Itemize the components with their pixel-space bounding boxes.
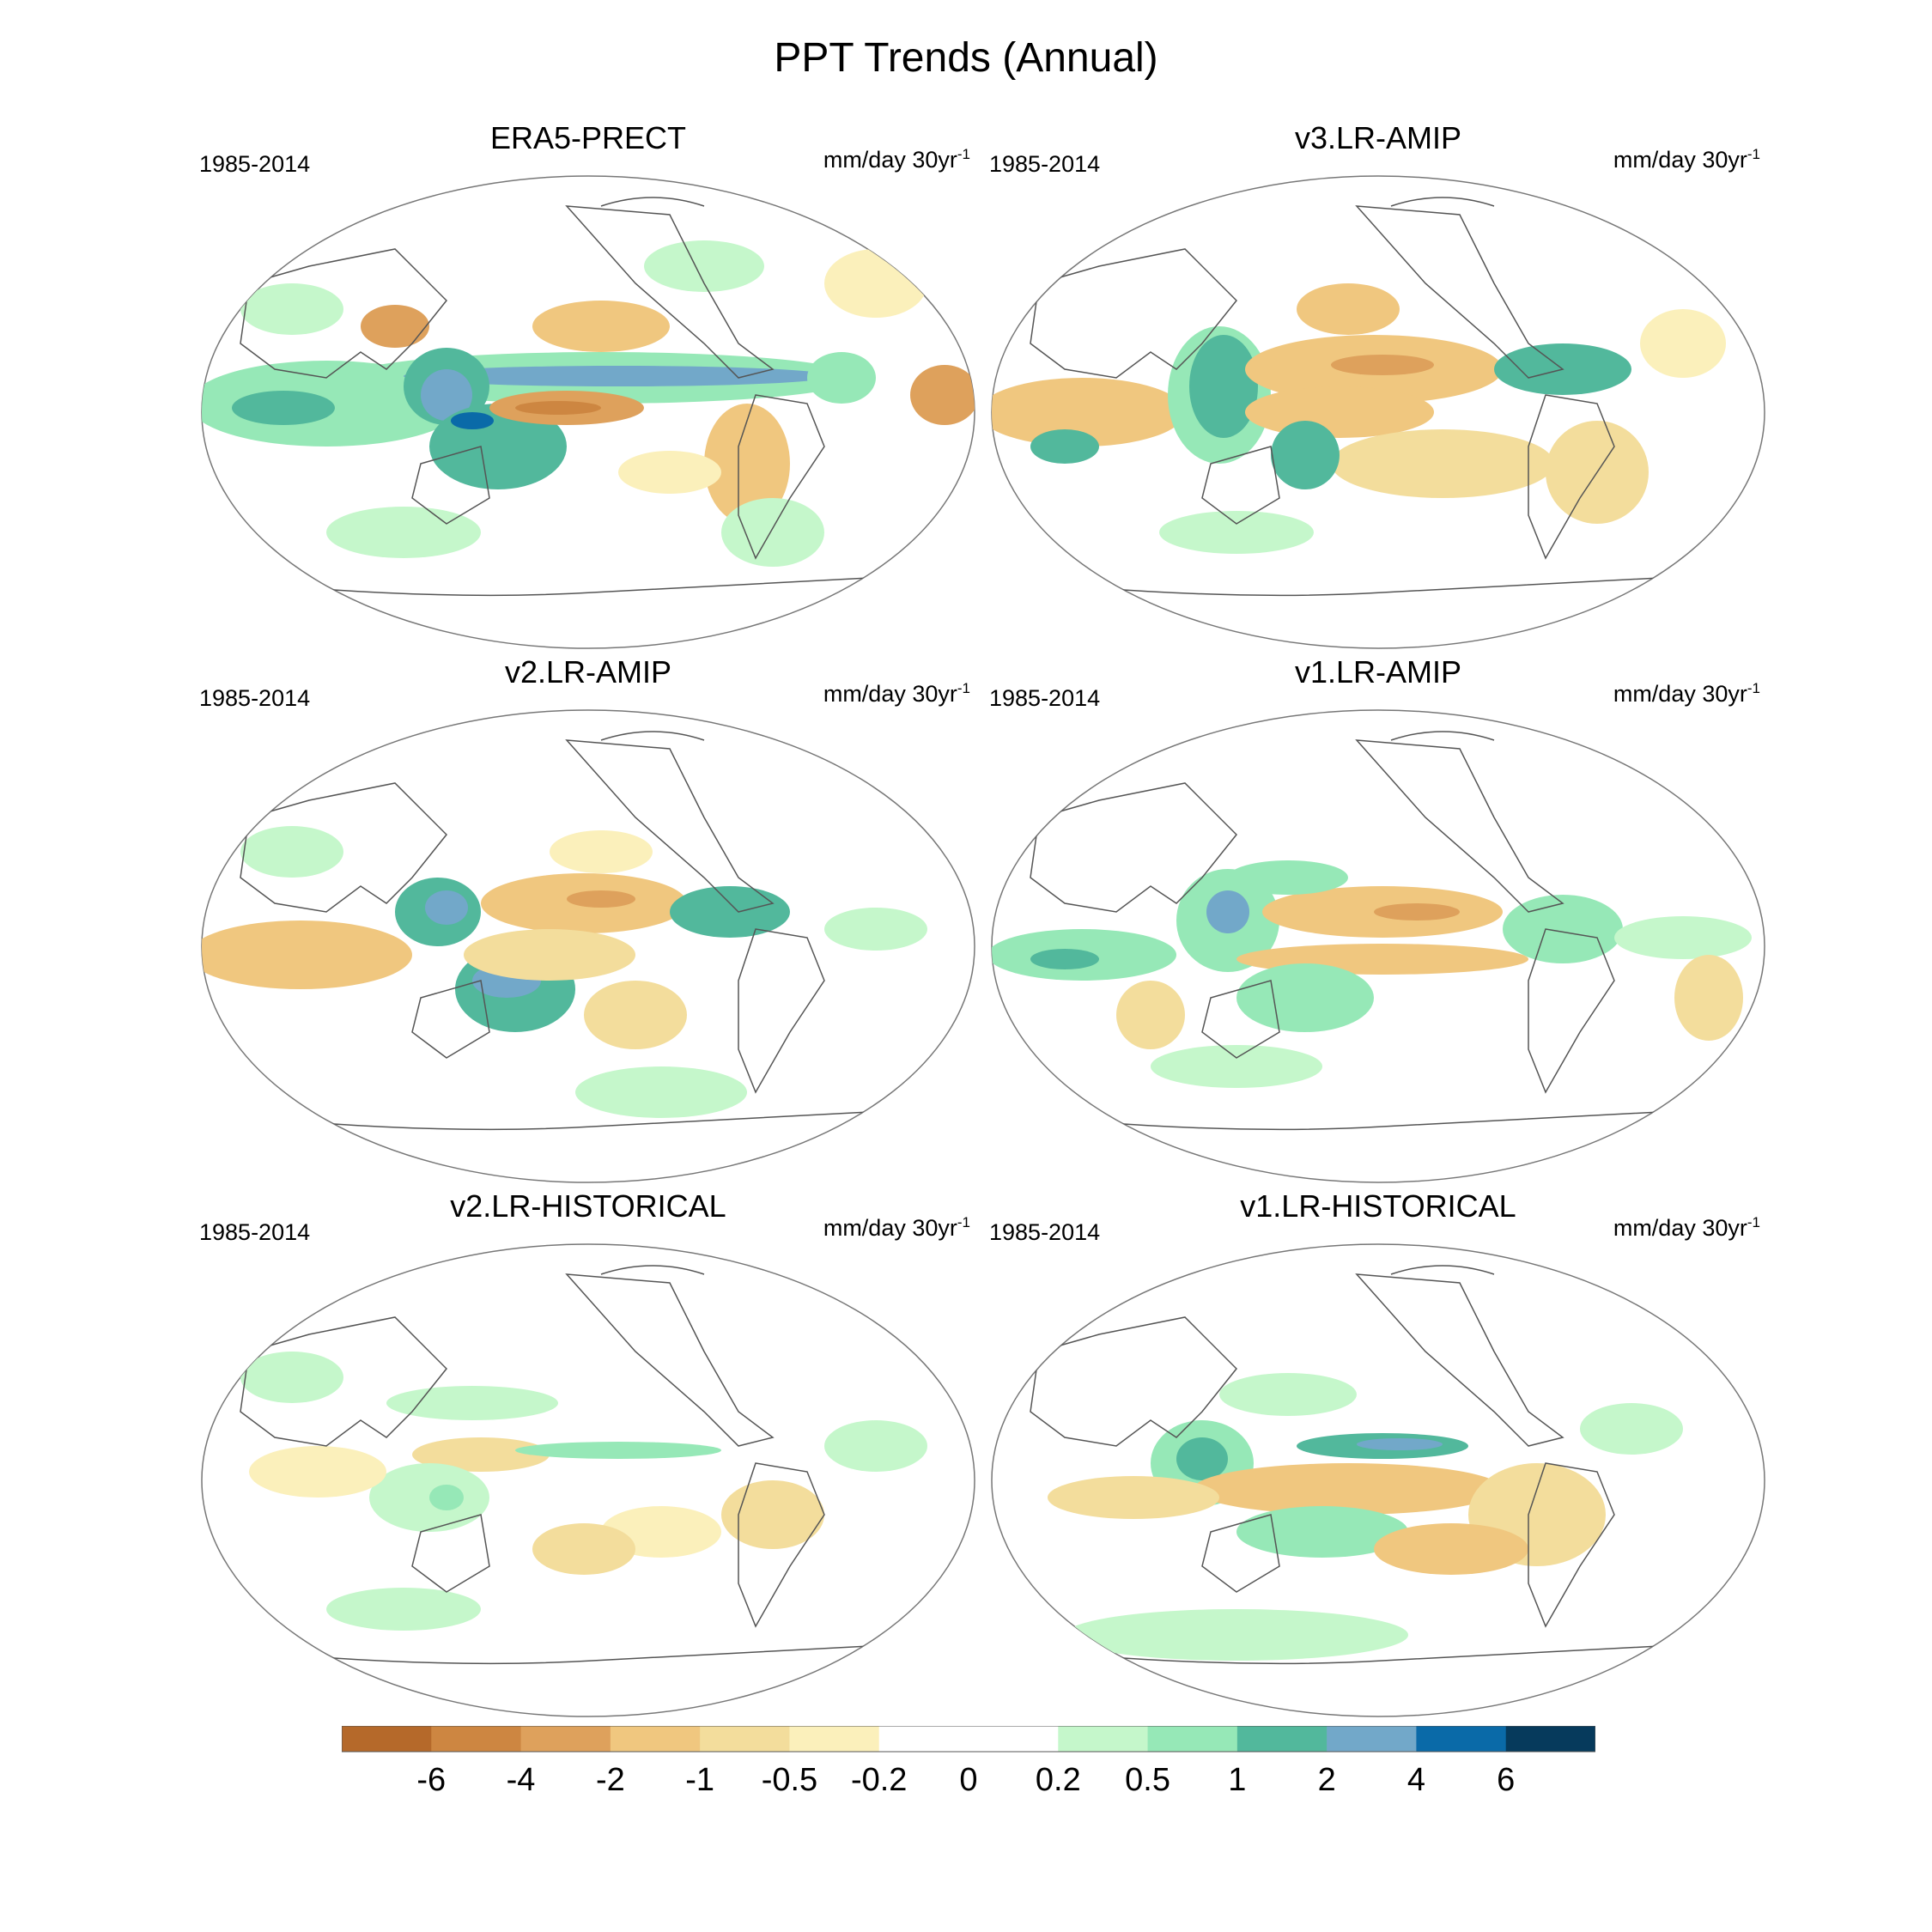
units-label: mm/day 30yr-1 [1613, 146, 1760, 173]
world-map [201, 175, 975, 649]
units-label: mm/day 30yr-1 [823, 146, 970, 173]
panel-title: v3.LR-AMIP [1294, 120, 1462, 155]
colorbar-swatch [1505, 1726, 1595, 1752]
panel-title: v2.LR-AMIP [504, 654, 672, 690]
map-panel-v2-lr-amip: v2.LR-AMIP 1985-2014 mm/day 30yr-1 [189, 654, 987, 1183]
colorbar-swatch [431, 1726, 522, 1752]
colorbar-swatch [789, 1726, 880, 1752]
panel-title: v2.LR-HISTORICAL [450, 1188, 726, 1224]
colorbar-swatch [520, 1726, 611, 1752]
period-label: 1985-2014 [989, 1219, 1101, 1245]
colorbar-tick-label: -0.2 [851, 1762, 907, 1798]
map-panel-era5-prect: ERA5-PRECT 1985-2014 mm/day 30yr-1 [189, 120, 987, 649]
world-map [201, 1243, 975, 1717]
colorbar-swatch [878, 1726, 969, 1752]
map-panel-v1-lr-amip: v1.LR-AMIP 1985-2014 mm/day 30yr-1 [979, 654, 1777, 1183]
colorbar-tick-label: -0.5 [762, 1762, 817, 1798]
colorbar-tick-label: -1 [685, 1762, 714, 1798]
colorbar-tick-label: -2 [596, 1762, 625, 1798]
panel-title: ERA5-PRECT [489, 120, 687, 155]
period-label: 1985-2014 [199, 1219, 311, 1245]
period-label: 1985-2014 [199, 685, 311, 711]
colorbar-swatch [1327, 1726, 1417, 1752]
colorbar-swatch [610, 1726, 701, 1752]
panel-title: v1.LR-HISTORICAL [1240, 1188, 1516, 1224]
colorbar-swatch [969, 1726, 1059, 1752]
colorbar-swatch [1058, 1726, 1149, 1752]
units-label: mm/day 30yr-1 [1613, 680, 1760, 707]
colorbar-swatch [1416, 1726, 1507, 1752]
units-label: mm/day 30yr-1 [823, 1214, 970, 1241]
colorbar-swatch [342, 1726, 432, 1752]
figure-title: PPT Trends (Annual) [774, 35, 1158, 81]
colorbar-tick-label: 1 [1228, 1762, 1246, 1798]
colorbar-tick-label: 0 [959, 1762, 977, 1798]
colorbar-tick-label: 0.5 [1125, 1762, 1170, 1798]
colorbar-swatch [1236, 1726, 1327, 1752]
colorbar: -6 -4 -2 -1 -0.5 -0.2 0 0.2 0.5 1 2 4 6 [342, 1726, 1595, 1798]
world-map [201, 709, 975, 1183]
map-panel-v2-lr-historical: v2.LR-HISTORICAL 1985-2014 mm/day 30yr-1 [189, 1188, 987, 1717]
world-map [991, 709, 1765, 1183]
colorbar-tick-label: -6 [416, 1762, 446, 1798]
colorbar-tick-label: 6 [1497, 1762, 1515, 1798]
period-label: 1985-2014 [199, 151, 311, 177]
colorbar-tick-label: 4 [1407, 1762, 1425, 1798]
colorbar-tick-label: -4 [507, 1762, 536, 1798]
world-map [991, 1243, 1765, 1717]
map-panel-v3-lr-amip: v3.LR-AMIP 1985-2014 mm/day 30yr-1 [979, 120, 1777, 649]
colorbar-swatch [700, 1726, 790, 1752]
period-label: 1985-2014 [989, 685, 1101, 711]
period-label: 1985-2014 [989, 151, 1101, 177]
colorbar-swatch [1147, 1726, 1238, 1752]
colorbar-tick-label: 2 [1318, 1762, 1336, 1798]
panel-title: v1.LR-AMIP [1294, 654, 1462, 690]
world-map [991, 175, 1765, 649]
units-label: mm/day 30yr-1 [823, 680, 970, 707]
units-label: mm/day 30yr-1 [1613, 1214, 1760, 1241]
map-panel-v1-lr-historical: v1.LR-HISTORICAL 1985-2014 mm/day 30yr-1 [979, 1188, 1777, 1717]
colorbar-tick-label: 0.2 [1036, 1762, 1081, 1798]
